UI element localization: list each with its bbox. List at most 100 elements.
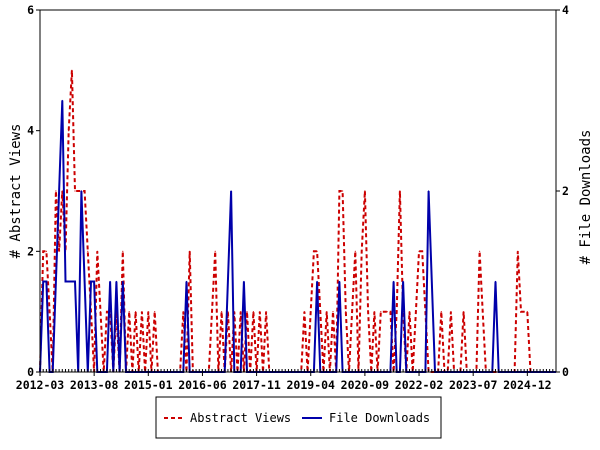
- data-point-file-downloads: [45, 280, 48, 283]
- data-point-abstract-views: [415, 311, 417, 313]
- data-point-abstract-views: [246, 311, 248, 313]
- data-point-abstract-views: [45, 250, 48, 252]
- data-point-file-downloads: [185, 280, 188, 283]
- data-point-abstract-views: [58, 250, 60, 252]
- data-point-abstract-views: [440, 311, 442, 313]
- x-tick-label: 2019-04: [287, 378, 336, 392]
- data-point-abstract-views: [303, 311, 305, 313]
- data-point-abstract-views: [361, 250, 363, 252]
- data-point-file-downloads: [61, 99, 63, 102]
- y-right-tick-label: 2: [562, 184, 569, 198]
- legend-label-abstract-views: Abstract Views: [190, 411, 291, 425]
- data-point-file-downloads: [243, 280, 245, 283]
- y-left-tick-label: 4: [27, 124, 34, 138]
- y-right-tick-label: 0: [562, 365, 569, 379]
- data-point-file-downloads: [227, 280, 229, 283]
- x-tick-label: 2013-08: [70, 378, 119, 392]
- data-point-file-downloads: [74, 280, 76, 283]
- data-point-abstract-views: [122, 250, 124, 252]
- x-tick-label: 2022-02: [395, 378, 443, 392]
- data-point-abstract-views: [147, 311, 149, 313]
- legend-label-file-downloads: File Downloads: [329, 411, 430, 425]
- data-point-abstract-views: [421, 250, 423, 252]
- data-point-abstract-views: [389, 311, 391, 313]
- y-left-tick-label: 6: [27, 3, 34, 17]
- legend: Abstract Views File Downloads: [155, 396, 442, 439]
- axes-layer: 2012-03 2013-08 2015-01 2016-06 2017-11 2019-…: [16, 3, 569, 392]
- data-point-abstract-views: [99, 311, 102, 313]
- data-point-abstract-views: [128, 311, 130, 313]
- data-point-abstract-views: [74, 190, 76, 192]
- data-point-abstract-views: [418, 250, 420, 252]
- data-point-abstract-views: [259, 311, 261, 313]
- data-point-abstract-views: [189, 250, 191, 252]
- data-point-abstract-views: [338, 190, 340, 192]
- data-point-abstract-views: [367, 311, 369, 313]
- data-point-abstract-views: [252, 311, 254, 313]
- data-point-file-downloads: [93, 280, 95, 283]
- data-point-abstract-views: [310, 311, 312, 313]
- x-tick-label: 2012-03: [16, 378, 65, 392]
- data-point-abstract-views: [265, 311, 267, 313]
- data-point-file-downloads: [122, 280, 124, 283]
- data-point-abstract-views: [211, 311, 213, 313]
- data-point-file-downloads: [109, 280, 111, 283]
- data-point-file-downloads: [42, 280, 44, 283]
- data-point-abstract-views: [342, 190, 344, 192]
- y-left-tick-label: 0: [27, 365, 34, 379]
- data-point-file-downloads: [316, 280, 318, 283]
- data-point-abstract-views: [154, 311, 156, 313]
- data-point-abstract-views: [396, 311, 398, 313]
- data-point-abstract-views: [383, 311, 385, 313]
- data-point-file-downloads: [115, 280, 117, 283]
- data-point-abstract-views: [364, 190, 366, 192]
- data-point-abstract-views: [55, 190, 57, 192]
- data-point-abstract-views: [316, 250, 318, 252]
- data-point-abstract-views: [345, 311, 347, 313]
- data-point-abstract-views: [42, 250, 44, 252]
- data-point-file-downloads: [431, 280, 433, 283]
- data-point-abstract-views: [71, 69, 73, 71]
- y-right-tick-label: 4: [562, 3, 569, 17]
- data-point-file-downloads: [494, 280, 497, 283]
- data-point-abstract-views: [182, 311, 184, 313]
- x-tick-label: 2015-01: [124, 378, 173, 392]
- data-point-abstract-views: [482, 311, 484, 313]
- data-point-abstract-views: [68, 130, 70, 132]
- data-point-abstract-views: [450, 311, 452, 313]
- data-point-file-downloads: [230, 190, 232, 192]
- data-point-abstract-views: [380, 311, 382, 313]
- series-line-file-downloads: [39, 100, 556, 373]
- data-point-abstract-views: [408, 311, 411, 313]
- data-point-abstract-views: [332, 311, 334, 313]
- y-left-axis-title: # Abstract Views: [8, 124, 24, 259]
- data-point-file-downloads: [84, 280, 86, 283]
- data-point-abstract-views: [373, 311, 375, 313]
- y-right-axis-title: # File Downloads: [578, 130, 594, 265]
- data-point-abstract-views: [523, 311, 525, 313]
- data-point-file-downloads: [58, 190, 60, 192]
- x-tick-label: 2016-06: [178, 378, 227, 392]
- data-point-abstract-views: [106, 311, 108, 313]
- x-tick-label: 2024-12: [503, 378, 551, 392]
- data-point-file-downloads: [338, 280, 340, 283]
- data-point-abstract-views: [517, 250, 519, 252]
- data-point-abstract-views: [354, 250, 356, 252]
- data-point-abstract-views: [221, 311, 223, 313]
- data-point-abstract-views: [520, 311, 522, 313]
- data-point-file-downloads: [68, 280, 70, 283]
- data-point-file-downloads: [55, 280, 57, 283]
- data-point-file-downloads: [428, 190, 430, 192]
- data-point-file-downloads: [80, 190, 82, 192]
- data-point-abstract-views: [240, 311, 242, 313]
- data-point-abstract-views: [386, 311, 388, 313]
- data-point-file-downloads: [402, 280, 404, 283]
- data-point-abstract-views: [49, 311, 51, 313]
- data-point-abstract-views: [214, 250, 216, 252]
- x-tick-label: 2023-07: [449, 378, 498, 392]
- y-left-tick-label: 2: [27, 244, 34, 258]
- data-point-abstract-views: [319, 311, 321, 313]
- data-point-abstract-views: [135, 311, 137, 313]
- x-tick-label: 2017-11: [232, 378, 281, 392]
